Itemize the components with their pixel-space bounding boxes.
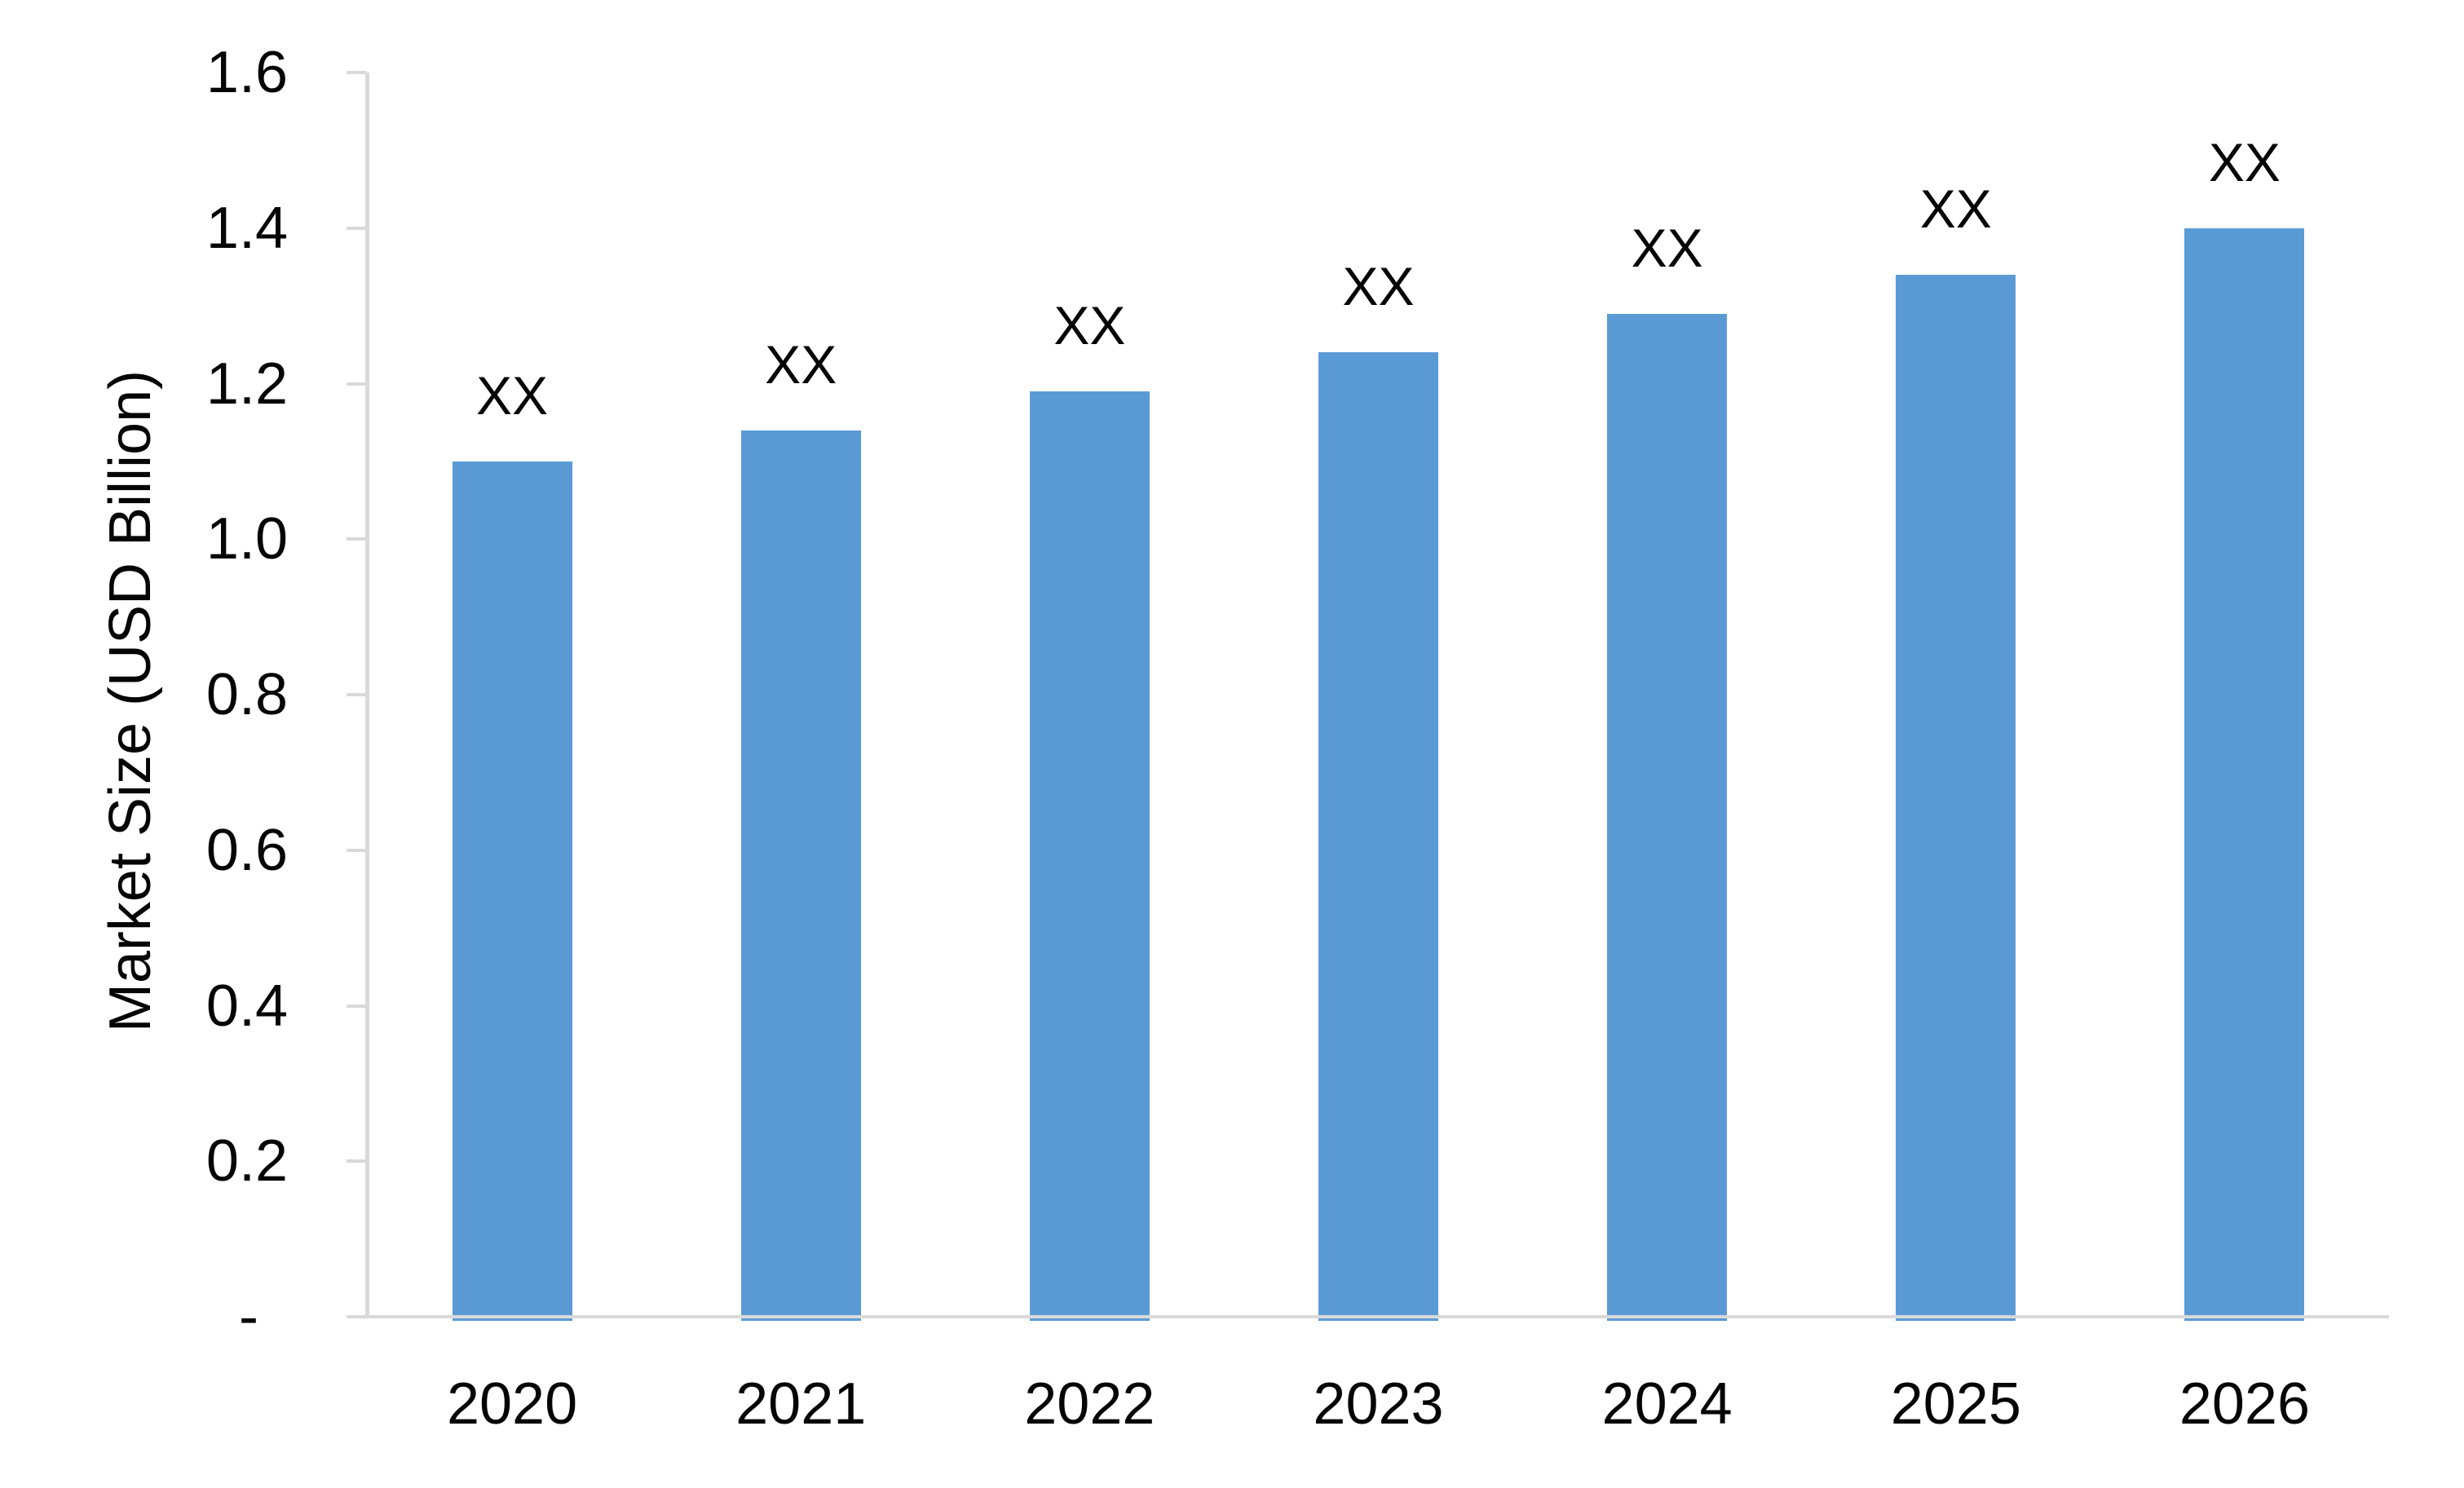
bar-2022: [1029, 391, 1150, 1321]
bar-value-label: XX: [1342, 256, 1415, 317]
y-axis-tick-label: 1.0: [205, 506, 288, 572]
bar-2020: [452, 461, 572, 1321]
y-axis-tick-mark: [347, 71, 367, 74]
x-axis-label: 2026: [2179, 1371, 2310, 1437]
y-axis-tick-label: -: [239, 1284, 258, 1349]
y-axis-tick-mark: [347, 226, 367, 230]
x-axis-label: 2023: [1313, 1371, 1444, 1437]
x-axis-label: 2025: [1890, 1371, 2021, 1437]
bar-2026: [2184, 227, 2305, 1321]
bar-2025: [1896, 274, 2016, 1321]
y-axis-tick-label: 0.6: [205, 817, 288, 883]
y-axis-tick-mark: [347, 848, 367, 852]
y-axis-tick-label: 1.4: [205, 195, 288, 261]
bar-value-label: XX: [1631, 217, 1703, 278]
y-axis-tick-mark: [347, 537, 367, 541]
x-axis-label: 2021: [735, 1371, 867, 1437]
y-axis-tick-mark: [347, 1004, 367, 1008]
bar-value-label: XX: [1919, 178, 1992, 239]
y-axis-tick-mark: [347, 693, 367, 696]
bar-value-label: XX: [1053, 295, 1126, 356]
y-axis-tick-label: 0.2: [205, 1128, 288, 1194]
bar-value-label: XX: [476, 364, 549, 426]
y-axis-tick-label: 0.4: [205, 973, 288, 1039]
bar-2023: [1318, 352, 1438, 1321]
bar-2024: [1607, 313, 1728, 1321]
y-axis-tick-label: 1.6: [205, 40, 288, 105]
x-axis-label: 2022: [1024, 1371, 1155, 1437]
x-axis-label: 2024: [1601, 1371, 1733, 1437]
y-axis-tick-mark: [347, 382, 367, 386]
y-axis-line: [365, 73, 369, 1318]
y-axis-tick-label: 0.8: [205, 662, 288, 727]
y-axis-tick-label: 1.2: [205, 351, 288, 417]
bar-value-label: XX: [765, 333, 837, 395]
x-axis-line: [347, 1315, 2389, 1318]
bar-value-label: XX: [2208, 131, 2281, 192]
y-axis-tick-mark: [347, 1315, 367, 1318]
y-axis-tick-mark: [347, 1159, 367, 1163]
bar-2021: [740, 430, 861, 1321]
x-axis-label: 2020: [446, 1371, 578, 1437]
